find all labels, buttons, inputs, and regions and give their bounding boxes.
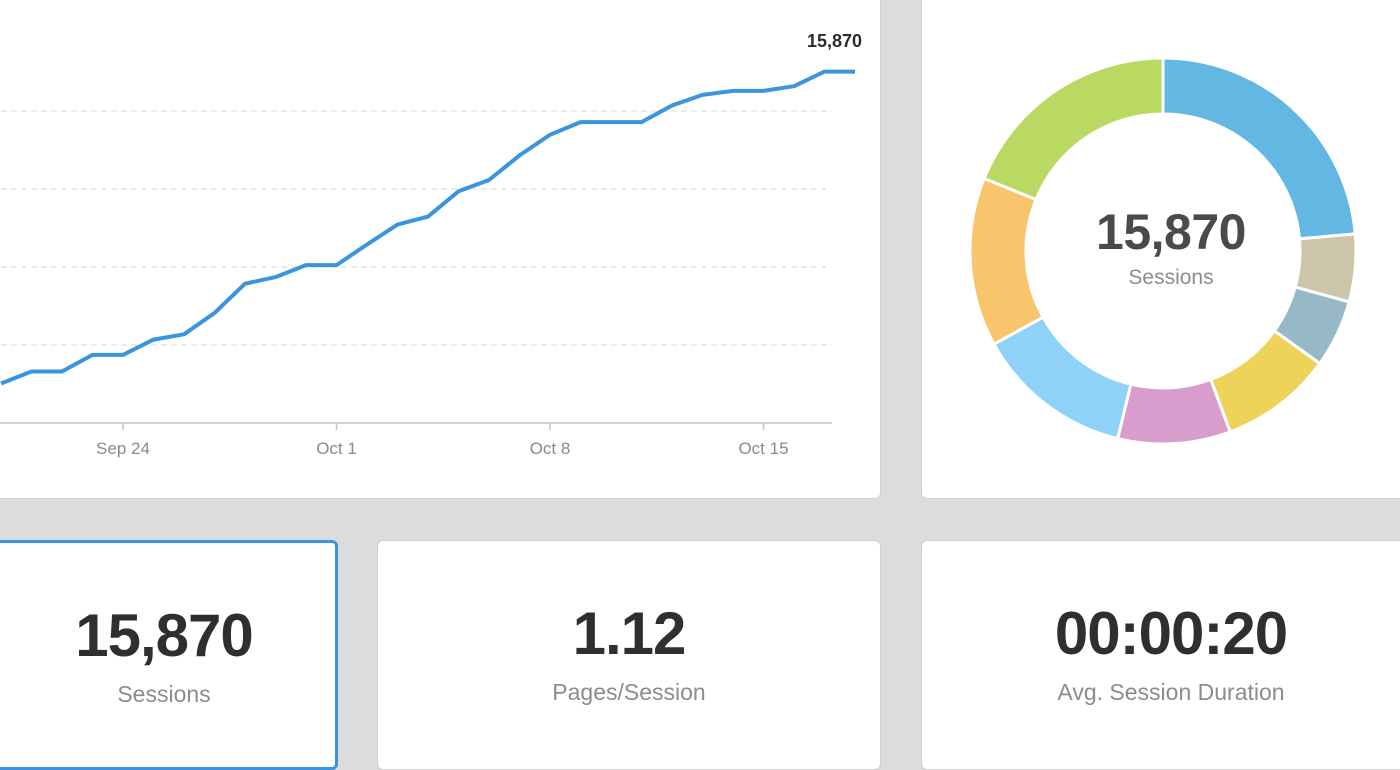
donut-center-label: Sessions — [1128, 266, 1214, 289]
sessions-line-chart: Sep 24 Oct 1 Oct 8 Oct 15 15,870 — [0, 31, 862, 458]
pages-per-session-value: 1.12 — [572, 600, 687, 667]
avg-session-duration-value: 00:00:20 — [1054, 600, 1288, 667]
donut-center-value: 15,870 — [1096, 204, 1246, 260]
sessions-metric-label: Sessions — [117, 681, 211, 707]
sessions-donut-chart — [968, 56, 1358, 446]
x-tick-label: Oct 1 — [316, 439, 357, 458]
sessions-series-line[interactable] — [0, 69, 855, 386]
avg-session-duration-metric-card[interactable]: 00:00:20 Avg. Session Duration — [921, 540, 1400, 770]
x-tick-label: Oct 8 — [530, 439, 571, 458]
x-tick-label: Sep 24 — [96, 439, 150, 458]
sessions-metric-value: 15,870 — [75, 602, 254, 669]
last-value-label: 15,870 — [807, 31, 862, 51]
sessions-metric-card[interactable]: 15,870 Sessions — [0, 540, 338, 770]
avg-session-duration-label: Avg. Session Duration — [1057, 679, 1285, 705]
sessions-breakdown-card: 15,870 Sessions — [921, 0, 1400, 499]
donut-slice[interactable] — [991, 315, 1133, 441]
donut-slice[interactable] — [982, 56, 1165, 202]
donut-slice[interactable] — [1115, 377, 1233, 446]
pages-per-session-metric-card[interactable]: 1.12 Pages/Session — [377, 540, 881, 770]
sessions-over-time-card: Sep 24 Oct 1 Oct 8 Oct 15 15,870 — [0, 0, 881, 499]
pages-per-session-label: Pages/Session — [552, 679, 706, 705]
x-tick-label: Oct 15 — [738, 439, 788, 458]
